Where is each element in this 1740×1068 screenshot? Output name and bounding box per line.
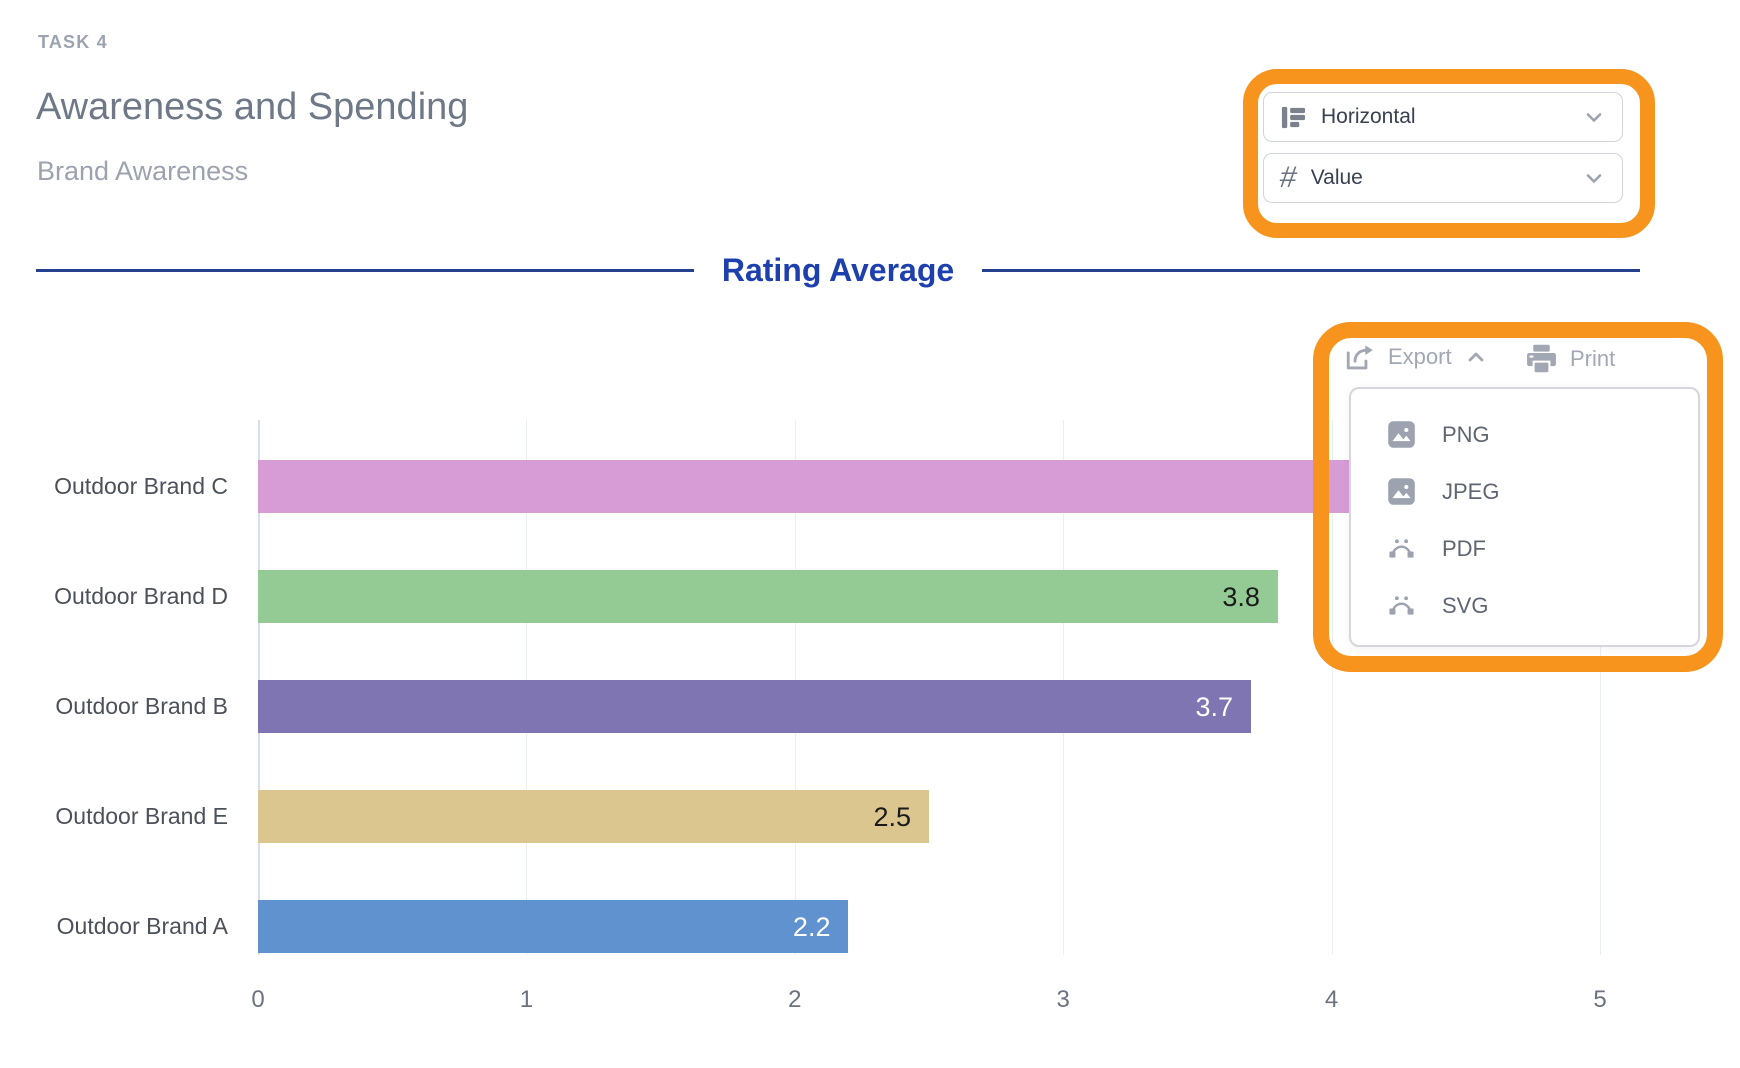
value-mode-dropdown[interactable]: # Value	[1263, 153, 1623, 203]
x-tick-label: 1	[519, 986, 534, 1013]
bar-outdoor-brand-c[interactable]	[258, 460, 1386, 513]
x-tick-label: 3	[1056, 986, 1070, 1013]
category-label: Outdoor Brand D	[54, 582, 228, 609]
gridline	[1600, 420, 1601, 955]
bar-outdoor-brand-a[interactable]	[258, 900, 849, 953]
divider-rule-left	[36, 268, 694, 272]
share-export-icon	[1344, 342, 1377, 372]
value-label: 3.8	[1222, 581, 1260, 612]
value-label: 3.7	[1195, 691, 1234, 722]
vector-icon	[1387, 591, 1416, 620]
vector-icon	[1387, 534, 1416, 563]
chevron-down-icon	[1582, 105, 1606, 129]
page-title: Awareness and Spending	[36, 86, 469, 128]
x-tick-label: 2	[788, 986, 802, 1013]
category-label: Outdoor Brand A	[56, 912, 228, 939]
image-icon	[1387, 477, 1416, 506]
export-menu-item-label: PDF	[1442, 535, 1486, 561]
print-button[interactable]: Print	[1524, 342, 1615, 375]
orientation-dropdown-value: Horizontal	[1321, 105, 1416, 128]
category-label: Outdoor Brand E	[55, 802, 228, 829]
export-menu: PNG JPEG PDF SVG	[1349, 387, 1700, 647]
image-icon	[1387, 420, 1416, 449]
print-button-label: Print	[1570, 345, 1616, 371]
task-label: TASK 4	[38, 32, 108, 52]
orientation-dropdown[interactable]: Horizontal	[1263, 92, 1623, 142]
bar-outdoor-brand-d[interactable]	[258, 570, 1278, 623]
export-menu-item-jpeg[interactable]: JPEG	[1351, 463, 1698, 520]
value-label: 2.2	[792, 911, 831, 942]
export-button[interactable]: Export	[1344, 342, 1489, 372]
export-menu-item-pdf[interactable]: PDF	[1351, 520, 1698, 577]
export-menu-item-png[interactable]: PNG	[1351, 406, 1698, 463]
bar-outdoor-brand-e[interactable]	[258, 790, 929, 843]
chart-title: Rating Average	[721, 251, 955, 288]
category-label: Outdoor Brand B	[55, 692, 228, 719]
printer-icon	[1524, 342, 1559, 375]
export-menu-item-label: JPEG	[1442, 478, 1500, 504]
section-divider: Rating Average	[36, 251, 1641, 288]
export-menu-item-label: SVG	[1442, 592, 1489, 618]
divider-rule-right	[982, 268, 1641, 272]
bar-outdoor-brand-b[interactable]	[258, 680, 1252, 733]
category-label: Outdoor Brand C	[54, 472, 228, 499]
export-button-label: Export	[1388, 344, 1452, 369]
value-label: 2.5	[873, 801, 911, 832]
chevron-up-icon	[1463, 345, 1489, 369]
page-subtitle: Brand Awareness	[37, 156, 249, 186]
horizontal-bars-icon	[1280, 104, 1307, 131]
x-tick-label: 0	[251, 986, 265, 1013]
export-menu-item-label: PNG	[1442, 421, 1490, 447]
x-tick-label: 5	[1593, 986, 1607, 1013]
chevron-down-icon	[1582, 166, 1606, 190]
gridline	[1331, 420, 1333, 955]
x-tick-label: 4	[1324, 986, 1339, 1013]
export-menu-item-svg[interactable]: SVG	[1351, 577, 1698, 634]
value-mode-dropdown-value: Value	[1310, 166, 1363, 189]
